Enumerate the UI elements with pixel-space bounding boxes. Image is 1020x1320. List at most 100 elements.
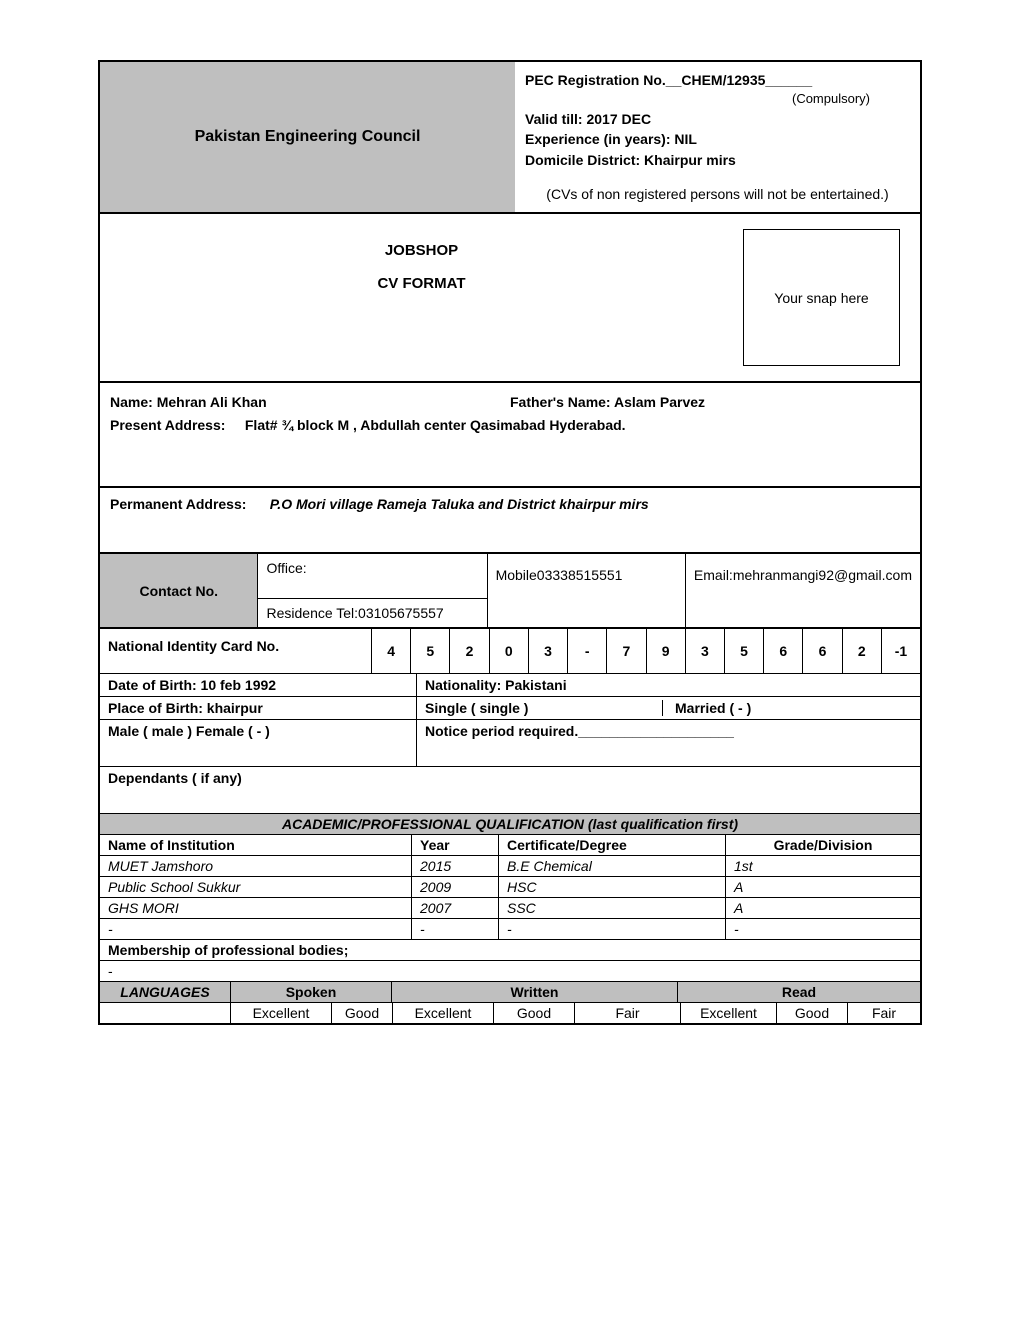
pob: Place of Birth: khairpur [100, 697, 417, 719]
nic-d5: - [568, 629, 607, 673]
qual-row-1: Public School Sukkur 2009 HSC A [100, 877, 920, 898]
contact-mobile: Mobile03338515551 [488, 554, 686, 627]
name-value: Mehran Ali Khan [157, 394, 267, 410]
nic-d3: 0 [490, 629, 529, 673]
father-label: Father's Name: [510, 394, 611, 410]
permanent-addr-label: Permanent Address: [110, 496, 246, 512]
qr3-grade: - [726, 919, 920, 939]
experience: Experience (in years): NIL [525, 129, 910, 149]
nic-d9: 5 [725, 629, 764, 673]
qh-grade: Grade/Division [726, 835, 920, 855]
spoken-exc: Excellent [231, 1003, 332, 1023]
qr1-cert: HSC [499, 877, 726, 897]
lang-spoken: Spoken [231, 982, 392, 1002]
nic-d2: 2 [450, 629, 489, 673]
name-block: Name: Mehran Ali Khan Father's Name: Asl… [100, 383, 920, 488]
qual-row-2: GHS MORI 2007 SSC A [100, 898, 920, 919]
marital-single: Single ( single ) [425, 700, 663, 716]
languages-header: LANGUAGES Spoken Written Read [100, 982, 920, 1003]
contact-office: Office: [258, 554, 487, 599]
qh-cert: Certificate/Degree [499, 835, 726, 855]
contact-label: Contact No. [100, 554, 258, 627]
nic-d6: 7 [607, 629, 646, 673]
nic-digits: 4 5 2 0 3 - 7 9 3 5 6 6 2 -1 [372, 629, 920, 673]
spoken-good: Good [332, 1003, 393, 1023]
qh-year: Year [412, 835, 499, 855]
dependants: Dependants ( if any) [100, 767, 920, 814]
header-right: PEC Registration No.__CHEM/12935______ (… [515, 62, 920, 212]
nic-d12: 2 [843, 629, 882, 673]
nic-d4: 3 [529, 629, 568, 673]
org-name: Pakistan Engineering Council [100, 62, 515, 212]
contact-residence: Residence Tel:03105675557 [258, 599, 487, 627]
title-line1: JOBSHOP [100, 234, 743, 267]
lang-written: Written [392, 982, 678, 1002]
nic-d10: 6 [764, 629, 803, 673]
permanent-addr-value: P.O Mori village Rameja Taluka and Distr… [270, 496, 649, 512]
read-fair: Fair [848, 1003, 920, 1023]
domicile: Domicile District: Khairpur mirs [525, 150, 910, 170]
nic-d0: 4 [372, 629, 411, 673]
contact-row: Contact No. Office: Residence Tel:031056… [100, 554, 920, 629]
languages-heading: LANGUAGES [100, 982, 231, 1002]
contact-land: Office: Residence Tel:03105675557 [258, 554, 487, 627]
qr3-year: - [412, 919, 499, 939]
qual-row-0: MUET Jamshoro 2015 B.E Chemical 1st [100, 856, 920, 877]
qh-inst: Name of Institution [100, 835, 412, 855]
read-good: Good [777, 1003, 848, 1023]
qr1-grade: A [726, 877, 920, 897]
gender-row: Male ( male ) Female ( - ) Notice period… [100, 720, 920, 767]
qr0-grade: 1st [726, 856, 920, 876]
pob-row: Place of Birth: khairpur Single ( single… [100, 697, 920, 720]
father-value: Aslam Parvez [614, 394, 705, 410]
nic-label: National Identity Card No. [100, 629, 372, 673]
nic-d13: -1 [882, 629, 920, 673]
qr3-inst: - [100, 919, 412, 939]
qr0-inst: MUET Jamshoro [100, 856, 412, 876]
title-row: JOBSHOP CV FORMAT Your snap here [100, 212, 920, 383]
gender: Male ( male ) Female ( - ) [100, 720, 417, 766]
contact-email: Email:mehranmangi92@gmail.com [686, 554, 920, 627]
written-fair: Fair [575, 1003, 681, 1023]
cv-form: Pakistan Engineering Council PEC Registr… [98, 60, 922, 1025]
nic-row: National Identity Card No. 4 5 2 0 3 - 7… [100, 629, 920, 674]
membership-value: - [100, 961, 920, 982]
written-good: Good [494, 1003, 575, 1023]
dob-row: Date of Birth: 10 feb 1992 Nationality: … [100, 674, 920, 697]
languages-subheader: Excellent Good Excellent Good Fair Excel… [100, 1003, 920, 1023]
qr1-year: 2009 [412, 877, 499, 897]
lang-read: Read [678, 982, 920, 1002]
membership-label: Membership of professional bodies; [100, 940, 920, 961]
read-exc: Excellent [681, 1003, 777, 1023]
present-addr-label: Present Address: [110, 417, 225, 433]
reg-value: __CHEM/12935______ [666, 72, 812, 88]
nic-d1: 5 [411, 629, 450, 673]
notice-period: Notice period required._________________… [417, 720, 920, 766]
qual-header-row: Name of Institution Year Certificate/Deg… [100, 835, 920, 856]
qr1-inst: Public School Sukkur [100, 877, 412, 897]
nationality: Nationality: Pakistani [417, 674, 920, 696]
registration-note: (CVs of non registered persons will not … [525, 184, 910, 204]
qr2-grade: A [726, 898, 920, 918]
nic-d11: 6 [803, 629, 842, 673]
present-addr-value: Flat# ¾ block M , Abdullah center Qasima… [245, 417, 626, 433]
qr2-inst: GHS MORI [100, 898, 412, 918]
permanent-addr-block: Permanent Address: P.O Mori village Rame… [100, 488, 920, 554]
compulsory-note: (Compulsory) [525, 90, 910, 109]
qr0-cert: B.E Chemical [499, 856, 726, 876]
header-row: Pakistan Engineering Council PEC Registr… [100, 62, 920, 212]
membership-label-text: Membership of professional bodies [108, 942, 344, 958]
name-label: Name: [110, 394, 153, 410]
qualification-heading: ACADEMIC/PROFESSIONAL QUALIFICATION (las… [100, 814, 920, 835]
nic-d7: 9 [647, 629, 686, 673]
photo-placeholder: Your snap here [743, 229, 900, 366]
form-title: JOBSHOP CV FORMAT [100, 224, 743, 371]
reg-label: PEC Registration No. [525, 72, 666, 88]
valid-till: Valid till: 2017 DEC [525, 109, 910, 129]
qr0-year: 2015 [412, 856, 499, 876]
marital-married: Married ( - ) [663, 700, 912, 716]
qr2-year: 2007 [412, 898, 499, 918]
qr3-cert: - [499, 919, 726, 939]
nic-d8: 3 [686, 629, 725, 673]
written-exc: Excellent [393, 1003, 494, 1023]
